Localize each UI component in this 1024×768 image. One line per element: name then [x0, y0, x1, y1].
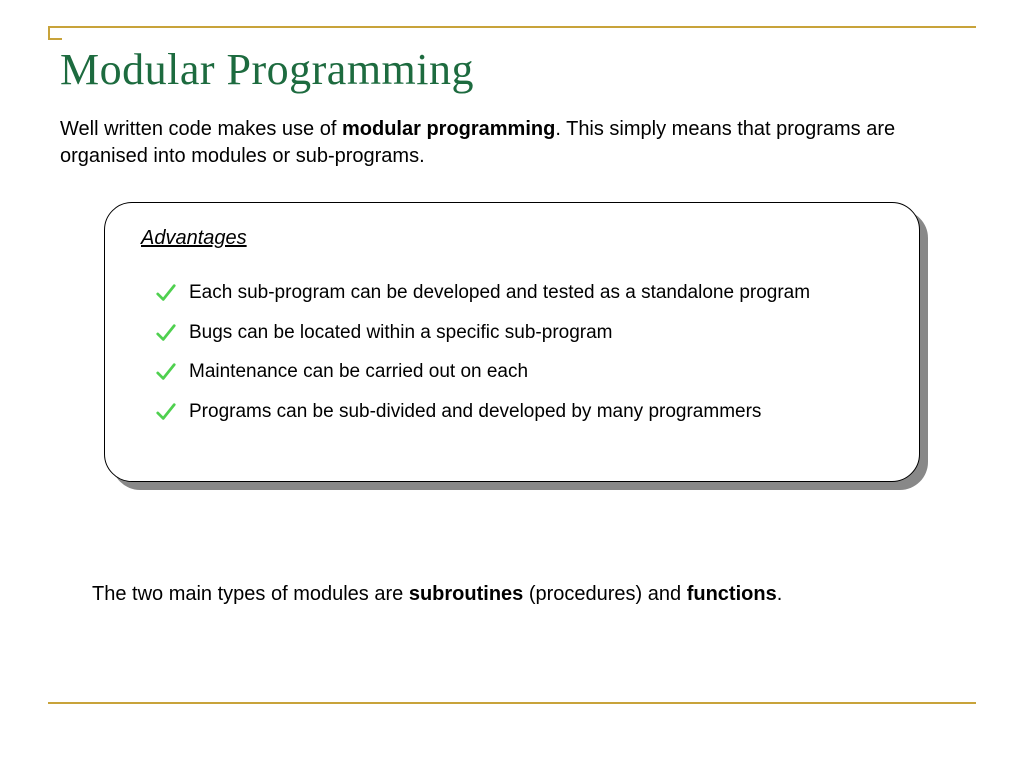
intro-text-pre: Well written code makes use of — [60, 118, 342, 140]
checkmark-icon — [155, 401, 177, 423]
list-item: Each sub-program can be developed and te… — [155, 280, 883, 306]
footer-paragraph: The two main types of modules are subrou… — [92, 580, 944, 608]
slide: Modular Programming Well written code ma… — [0, 0, 1024, 768]
advantages-list: Each sub-program can be developed and te… — [141, 280, 883, 425]
advantages-heading: Advantages — [141, 227, 883, 250]
footer-bold-2: functions — [687, 583, 777, 605]
footer-text-pre: The two main types of modules are — [92, 583, 409, 605]
list-item-text: Programs can be sub-divided and develope… — [189, 401, 761, 422]
list-item: Bugs can be located within a specific su… — [155, 320, 883, 346]
checkmark-icon — [155, 282, 177, 304]
list-item: Programs can be sub-divided and develope… — [155, 399, 883, 425]
footer-text-mid: (procedures) and — [523, 583, 686, 605]
checkmark-icon — [155, 361, 177, 383]
footer-text-post: . — [777, 583, 783, 605]
checkmark-icon — [155, 322, 177, 344]
advantages-box: Advantages Each sub-program can be devel… — [104, 202, 920, 482]
intro-paragraph: Well written code makes use of modular p… — [60, 116, 954, 170]
bottom-rule — [48, 702, 976, 704]
slide-title: Modular Programming — [60, 44, 474, 95]
intro-bold-term: modular programming — [342, 118, 555, 140]
top-rule — [48, 26, 976, 28]
footer-bold-1: subroutines — [409, 583, 523, 605]
list-item-text: Maintenance can be carried out on each — [189, 361, 528, 382]
list-item-text: Bugs can be located within a specific su… — [189, 322, 613, 343]
list-item: Maintenance can be carried out on each — [155, 359, 883, 385]
corner-ornament — [48, 26, 62, 40]
list-item-text: Each sub-program can be developed and te… — [189, 282, 810, 303]
